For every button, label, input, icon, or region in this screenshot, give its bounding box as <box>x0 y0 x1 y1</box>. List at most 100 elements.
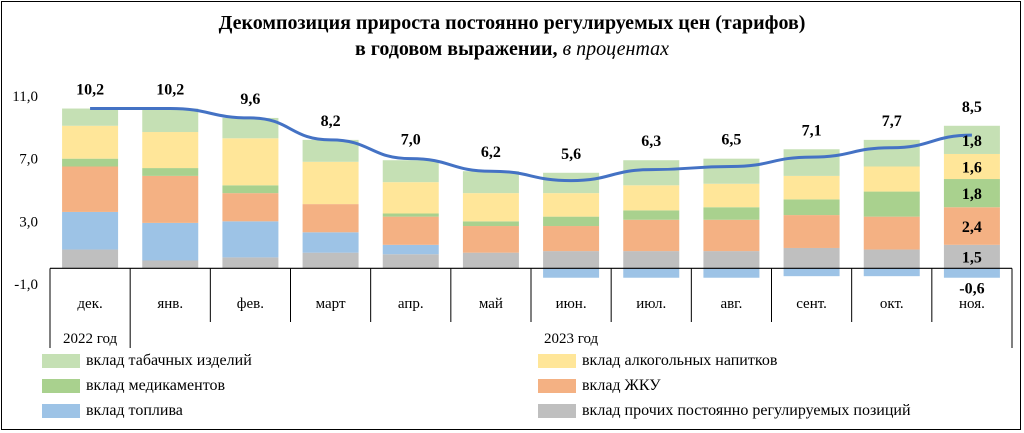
segment-label: 2,4 <box>962 219 982 236</box>
bar-segment <box>783 149 840 176</box>
y-tick-label: -1,0 <box>14 277 38 293</box>
bar-segment <box>222 117 279 139</box>
legend-item-alcohol: вклад алкогольных напитков <box>538 352 777 370</box>
bar-segment <box>943 268 1000 278</box>
bar-segment <box>623 251 680 269</box>
x-tick-label: июл. <box>636 296 666 312</box>
x-tick-label: фев. <box>237 296 264 312</box>
bar-segment <box>703 251 760 269</box>
bar-segment <box>142 132 199 169</box>
bar-segment <box>62 211 119 250</box>
bar-segment <box>783 215 840 248</box>
legend-item-fuel: вклад топлива <box>42 402 183 420</box>
bar-segment <box>783 199 840 216</box>
bar-segment <box>302 232 359 253</box>
bar-segment <box>222 257 279 269</box>
x-tick-label: янв. <box>157 296 183 312</box>
total-label: 7,1 <box>802 122 822 139</box>
bar-segment <box>943 153 1000 180</box>
total-label: 6,3 <box>641 133 661 150</box>
bar-segment <box>382 254 439 269</box>
bar-segment <box>703 207 760 220</box>
legend-swatch-medicines <box>42 379 80 393</box>
segment-label: 1,5 <box>962 250 982 267</box>
bar-segment <box>943 179 1000 208</box>
bar-segment <box>863 216 920 250</box>
legend-label-fuel: вклад топлива <box>86 402 183 419</box>
bar-segment <box>943 207 1000 245</box>
legend-label-housing: вклад ЖКУ <box>582 377 661 394</box>
y-tick-label: 7,0 <box>19 152 38 168</box>
bar-segment <box>863 191 920 217</box>
bar-segment <box>543 226 600 252</box>
bar-segment <box>142 222 199 261</box>
stacked-bar-chart: 11,0 7,0 3,0 -1,0 дек. янв. фев. март апр. май июн… <box>12 82 1013 348</box>
segment-label: 1,6 <box>962 160 982 177</box>
bar-segment <box>703 268 760 278</box>
legend-label-other: вклад прочих постоянно регулируемых пози… <box>582 402 911 419</box>
total-label: 10,2 <box>156 82 184 99</box>
legend-swatch-alcohol <box>538 354 576 368</box>
bar-segment <box>863 249 920 269</box>
bar-segment <box>62 166 119 212</box>
x-tick-label: апр. <box>398 296 424 312</box>
bar-segment <box>623 210 680 220</box>
legend-swatch-tobacco <box>42 354 80 368</box>
bar-segment <box>142 108 199 133</box>
bar-segment <box>703 219 760 252</box>
title-line-2: в годовом выражении, в процентах <box>0 36 1024 62</box>
bar-segment <box>543 172 600 194</box>
bar-segment <box>222 193 279 222</box>
bar-segment <box>462 171 519 194</box>
x-tick-label: авг. <box>720 296 742 312</box>
x-tick-label: дек. <box>77 296 102 312</box>
title-line-2-text: в годовом выражении, <box>354 38 558 60</box>
legend-label-tobacco: вклад табачных изделий <box>86 352 252 369</box>
bar-segment <box>142 175 199 223</box>
total-label: 6,2 <box>481 144 501 161</box>
bar-segment <box>462 252 519 269</box>
total-line <box>90 107 972 183</box>
segment-label: -0,6 <box>959 281 984 298</box>
legend-item-tobacco: вклад табачных изделий <box>42 352 252 370</box>
bar-segment <box>623 160 680 186</box>
bar-segment <box>142 260 199 269</box>
legend-label-alcohol: вклад алкогольных напитков <box>582 352 778 369</box>
bar-segment <box>302 161 359 205</box>
bar-segment <box>462 193 519 222</box>
bar-segment <box>783 268 840 277</box>
bar-segment <box>302 252 359 269</box>
chart-title: Декомпозиция прироста постоянно регулиру… <box>0 10 1024 62</box>
total-label: 8,5 <box>962 99 982 116</box>
bar-segment <box>222 221 279 258</box>
year-label: 2023 год <box>544 331 599 347</box>
title-line-1: Декомпозиция прироста постоянно регулиру… <box>218 12 806 34</box>
legend-swatch-fuel <box>42 404 80 418</box>
x-tick-label: ноя. <box>959 296 985 312</box>
total-label: 9,6 <box>240 91 260 108</box>
x-tick-label: май <box>479 296 503 312</box>
bar-segment <box>462 226 519 253</box>
bar-segment <box>943 244 1000 269</box>
x-tick-label: сент. <box>796 296 827 312</box>
total-label: 5,6 <box>561 146 581 163</box>
total-label: 7,0 <box>401 132 421 149</box>
x-tick-label: окт. <box>880 296 904 312</box>
bars-group <box>62 108 1000 278</box>
bar-segment <box>543 268 600 278</box>
bar-segment <box>623 219 680 252</box>
bar-segment <box>543 251 600 269</box>
segment-label: 1,8 <box>962 186 982 203</box>
bar-segment <box>863 268 920 277</box>
total-label: 6,5 <box>721 132 741 149</box>
bar-segment <box>142 168 199 176</box>
total-label: 7,7 <box>882 113 902 130</box>
bar-segment <box>462 221 519 227</box>
bar-segment <box>62 125 119 159</box>
x-tick-label: июн. <box>556 296 587 312</box>
legend-swatch-other <box>538 404 576 418</box>
title-unit: в процентах <box>562 38 670 60</box>
bar-segment <box>783 247 840 269</box>
year-label: 2022 год <box>63 331 118 347</box>
bar-segment <box>623 185 680 211</box>
